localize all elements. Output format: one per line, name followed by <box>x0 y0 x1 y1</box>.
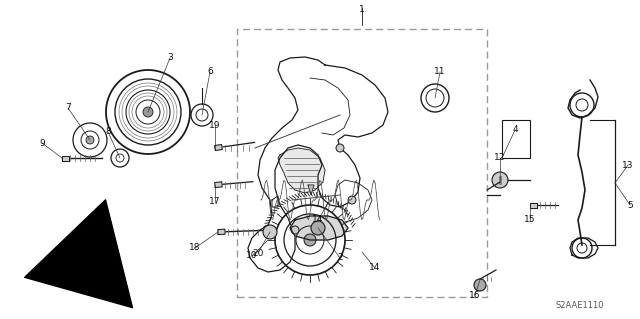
Text: 19: 19 <box>209 121 221 130</box>
Circle shape <box>348 196 356 204</box>
Circle shape <box>304 234 316 246</box>
Text: 2: 2 <box>337 254 343 263</box>
Polygon shape <box>62 155 69 160</box>
Polygon shape <box>290 216 348 240</box>
Text: 10: 10 <box>246 251 258 261</box>
Text: 4: 4 <box>512 125 518 135</box>
Text: S2AAE1110: S2AAE1110 <box>556 300 604 309</box>
Text: FR.: FR. <box>62 263 78 273</box>
Text: 7: 7 <box>65 103 71 113</box>
Circle shape <box>263 225 277 239</box>
Bar <box>237 29 487 297</box>
Text: 11: 11 <box>435 68 445 77</box>
Polygon shape <box>218 229 225 234</box>
Text: 13: 13 <box>622 160 634 169</box>
Text: 16: 16 <box>469 291 481 300</box>
Polygon shape <box>215 182 222 188</box>
Circle shape <box>86 136 94 144</box>
Circle shape <box>474 279 486 291</box>
Text: 12: 12 <box>494 153 506 162</box>
Text: 1: 1 <box>359 5 365 14</box>
Polygon shape <box>278 148 325 193</box>
Text: 3: 3 <box>167 54 173 63</box>
Text: 6: 6 <box>207 68 213 77</box>
Polygon shape <box>214 145 222 151</box>
Circle shape <box>143 107 153 117</box>
Bar <box>502 120 530 158</box>
Text: 5: 5 <box>627 201 633 210</box>
Circle shape <box>336 144 344 152</box>
Text: 18: 18 <box>189 243 201 253</box>
Circle shape <box>492 172 508 188</box>
Text: 17: 17 <box>209 197 221 206</box>
Text: 14: 14 <box>369 263 381 272</box>
Text: 15: 15 <box>524 216 536 225</box>
Circle shape <box>291 226 299 234</box>
Polygon shape <box>530 203 537 207</box>
Polygon shape <box>308 185 314 195</box>
Circle shape <box>311 221 325 235</box>
Text: 9: 9 <box>39 138 45 147</box>
Text: 8: 8 <box>105 128 111 137</box>
Text: 14: 14 <box>312 216 324 225</box>
Text: 20: 20 <box>252 249 264 257</box>
